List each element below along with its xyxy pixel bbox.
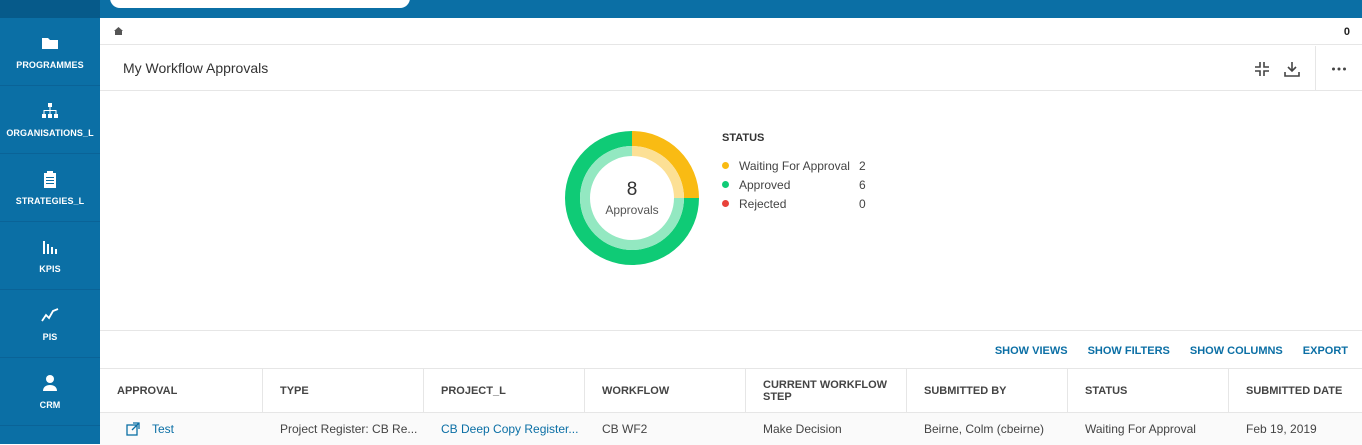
line-chart-icon: [41, 307, 59, 321]
breadcrumb: 0: [100, 18, 1362, 45]
global-search-input[interactable]: [110, 0, 410, 8]
chart-legend: STATUS Waiting For Approval 2 Approved 6…: [722, 132, 866, 213]
legend-item-label: Approved: [739, 177, 791, 192]
legend-dot: [722, 200, 729, 207]
open-external-icon[interactable]: [126, 422, 140, 436]
sidebar-item-kpis[interactable]: KPIS: [0, 222, 100, 290]
top-bar-active-tab: [0, 0, 100, 18]
approval-link[interactable]: Test: [152, 422, 175, 436]
person-icon: [43, 374, 57, 391]
sidebar-item-organisations[interactable]: ORGANISATIONS_L: [0, 86, 100, 154]
sidebar-item-label: KPIS: [39, 263, 61, 274]
column-header-current-step[interactable]: CURRENT WORKFLOW STEP: [746, 369, 907, 412]
sidebar-item-label: PROGRAMMES: [16, 59, 84, 70]
legend-item-value: 2: [859, 158, 866, 173]
column-header-submitted-by[interactable]: SUBMITTED BY: [907, 369, 1068, 412]
download-button[interactable]: [1277, 54, 1307, 84]
legend-dot: [722, 181, 729, 188]
status-donut-chart: [565, 131, 699, 265]
type-cell: Project Register: CB Re...: [280, 422, 418, 436]
notification-count: 0: [1343, 26, 1350, 38]
approvals-table: APPROVAL TYPE PROJECT_L WORKFLOW CURRENT…: [100, 368, 1362, 445]
show-views-link[interactable]: SHOW VIEWS: [994, 345, 1068, 357]
grid-toolbar: SHOW VIEWS SHOW FILTERS SHOW COLUMNS EXP…: [100, 330, 1362, 368]
panel-header: My Workflow Approvals: [100, 46, 1362, 91]
export-link[interactable]: EXPORT: [1302, 345, 1348, 357]
donut-slice-waiting-for-approval[interactable]: [632, 131, 699, 198]
donut-inner-ring-waiting-for-approval: [632, 146, 684, 198]
column-header-type[interactable]: TYPE: [263, 369, 424, 412]
collapse-button[interactable]: [1247, 54, 1277, 84]
legend-item-rejected[interactable]: Rejected 0: [722, 194, 866, 213]
approvals-total-label: Approvals: [605, 203, 659, 217]
current-step-cell: Make Decision: [763, 422, 842, 436]
top-bar: [0, 0, 1362, 18]
legend-item-waiting[interactable]: Waiting For Approval 2: [722, 156, 866, 175]
legend-item-approved[interactable]: Approved 6: [722, 175, 866, 194]
legend-item-value: 6: [859, 177, 866, 192]
legend-dot: [722, 162, 729, 169]
status-chart: 8 Approvals STATUS Waiting For Approval …: [100, 92, 1362, 330]
sidebar-item-label: STRATEGIES_L: [15, 195, 85, 206]
bar-chart-icon: [43, 240, 57, 254]
submitted-date-cell: Feb 19, 2019: [1246, 422, 1317, 436]
home-icon[interactable]: [114, 27, 123, 35]
legend-item-label: Rejected: [739, 196, 787, 211]
folder-icon: [42, 37, 58, 49]
more-icon: [1332, 67, 1346, 70]
column-header-workflow[interactable]: WORKFLOW: [585, 369, 746, 412]
column-header-submitted-date[interactable]: SUBMITTED DATE: [1246, 384, 1343, 397]
sidebar-item-pis[interactable]: PIS: [0, 290, 100, 358]
donut-center: 8 Approvals: [564, 130, 700, 266]
page-title: My Workflow Approvals: [123, 60, 269, 76]
more-options-button[interactable]: [1324, 54, 1354, 84]
collapse-icon: [1255, 61, 1269, 76]
column-header-status[interactable]: STATUS: [1068, 369, 1229, 412]
org-chart-icon: [42, 102, 58, 118]
project-link[interactable]: CB Deep Copy Register...: [441, 422, 579, 436]
table-row[interactable]: Test Project Register: CB Re... CB Deep …: [100, 413, 1362, 445]
sidebar-item-label: ORGANISATIONS_L: [6, 127, 94, 138]
sidebar-item-programmes[interactable]: PROGRAMMES: [0, 18, 100, 86]
main-content: 0 My Workflow Approvals: [100, 18, 1362, 445]
status-cell: Waiting For Approval: [1085, 422, 1196, 436]
sidebar: PROGRAMMES ORGANISATIONS_L STRATEGIES_L …: [0, 18, 100, 444]
sidebar-item-crm[interactable]: CRM: [0, 358, 100, 426]
show-filters-link[interactable]: SHOW FILTERS: [1087, 345, 1170, 357]
sidebar-item-label: CRM: [39, 399, 61, 410]
header-divider: [1315, 46, 1316, 91]
show-columns-link[interactable]: SHOW COLUMNS: [1189, 345, 1283, 357]
download-icon: [1284, 61, 1300, 77]
column-header-project[interactable]: PROJECT_L: [424, 369, 585, 412]
workflow-cell: CB WF2: [602, 422, 648, 436]
table-header: APPROVAL TYPE PROJECT_L WORKFLOW CURRENT…: [100, 368, 1362, 413]
clipboard-icon: [44, 170, 56, 188]
legend-title: STATUS: [722, 132, 765, 144]
sidebar-item-label: PIS: [42, 331, 58, 342]
approvals-total: 8: [626, 179, 638, 200]
submitted-by-cell: Beirne, Colm (cbeirne): [924, 422, 1045, 436]
approval-cell[interactable]: Test: [100, 413, 263, 445]
legend-item-label: Waiting For Approval: [739, 158, 850, 173]
column-header-approval[interactable]: APPROVAL: [100, 369, 263, 412]
legend-item-value: 0: [859, 196, 866, 211]
sidebar-item-strategies[interactable]: STRATEGIES_L: [0, 154, 100, 222]
